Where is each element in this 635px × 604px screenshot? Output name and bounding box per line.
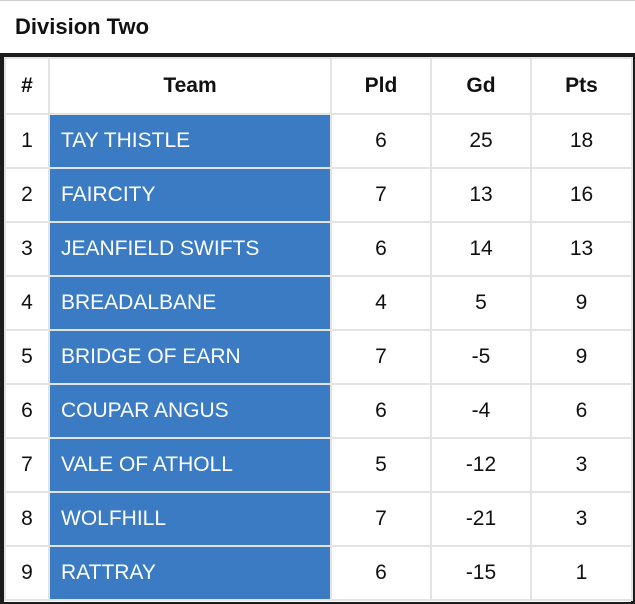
- table-row: 5 BRIDGE OF EARN 7 -5 9: [4, 329, 633, 385]
- played-cell: 4: [330, 275, 432, 331]
- rank-cell: 6: [4, 383, 50, 439]
- team-cell: BRIDGE OF EARN: [48, 329, 332, 385]
- points-cell: 16: [530, 167, 633, 223]
- column-header-played: Pld: [330, 57, 432, 115]
- standings-table: # Team Pld Gd Pts 1 TAY THISTLE 6 25 18 …: [4, 57, 633, 601]
- column-header-points: Pts: [530, 57, 633, 115]
- team-cell: BREADALBANE: [48, 275, 332, 331]
- goal-difference-cell: -5: [430, 329, 532, 385]
- standings-table-wrapper: # Team Pld Gd Pts 1 TAY THISTLE 6 25 18 …: [0, 57, 635, 604]
- column-header-goal-difference: Gd: [430, 57, 532, 115]
- division-title: Division Two: [15, 14, 150, 39]
- table-row: 4 BREADALBANE 4 5 9: [4, 275, 633, 331]
- points-cell: 6: [530, 383, 633, 439]
- played-cell: 6: [330, 113, 432, 169]
- rank-cell: 5: [4, 329, 50, 385]
- team-cell: FAIRCITY: [48, 167, 332, 223]
- points-cell: 1: [530, 545, 633, 601]
- played-cell: 6: [330, 383, 432, 439]
- played-cell: 7: [330, 329, 432, 385]
- goal-difference-cell: 14: [430, 221, 532, 277]
- team-cell: JEANFIELD SWIFTS: [48, 221, 332, 277]
- points-cell: 3: [530, 437, 633, 493]
- rank-cell: 1: [4, 113, 50, 169]
- column-header-team: Team: [48, 57, 332, 115]
- played-cell: 5: [330, 437, 432, 493]
- team-cell: RATTRAY: [48, 545, 332, 601]
- team-cell: COUPAR ANGUS: [48, 383, 332, 439]
- table-row: 3 JEANFIELD SWIFTS 6 14 13: [4, 221, 633, 277]
- team-cell: TAY THISTLE: [48, 113, 332, 169]
- team-cell: VALE OF ATHOLL: [48, 437, 332, 493]
- points-cell: 13: [530, 221, 633, 277]
- points-cell: 3: [530, 491, 633, 547]
- rank-cell: 8: [4, 491, 50, 547]
- goal-difference-cell: 13: [430, 167, 532, 223]
- table-row: 9 RATTRAY 6 -15 1: [4, 545, 633, 601]
- played-cell: 7: [330, 167, 432, 223]
- table-row: 6 COUPAR ANGUS 6 -4 6: [4, 383, 633, 439]
- rank-cell: 4: [4, 275, 50, 331]
- goal-difference-cell: -15: [430, 545, 532, 601]
- goal-difference-cell: 5: [430, 275, 532, 331]
- rank-cell: 3: [4, 221, 50, 277]
- played-cell: 6: [330, 221, 432, 277]
- goal-difference-cell: 25: [430, 113, 532, 169]
- rank-cell: 9: [4, 545, 50, 601]
- table-row: 1 TAY THISTLE 6 25 18: [4, 113, 633, 169]
- goal-difference-cell: -12: [430, 437, 532, 493]
- points-cell: 18: [530, 113, 633, 169]
- goal-difference-cell: -4: [430, 383, 532, 439]
- goal-difference-cell: -21: [430, 491, 532, 547]
- table-row: 8 WOLFHILL 7 -21 3: [4, 491, 633, 547]
- table-row: 7 VALE OF ATHOLL 5 -12 3: [4, 437, 633, 493]
- rank-cell: 2: [4, 167, 50, 223]
- team-cell: WOLFHILL: [48, 491, 332, 547]
- points-cell: 9: [530, 329, 633, 385]
- table-header: Division Two: [0, 0, 635, 57]
- played-cell: 7: [330, 491, 432, 547]
- rank-cell: 7: [4, 437, 50, 493]
- played-cell: 6: [330, 545, 432, 601]
- points-cell: 9: [530, 275, 633, 331]
- table-row: 2 FAIRCITY 7 13 16: [4, 167, 633, 223]
- column-header-rank: #: [4, 57, 50, 115]
- header-row: # Team Pld Gd Pts: [4, 57, 633, 115]
